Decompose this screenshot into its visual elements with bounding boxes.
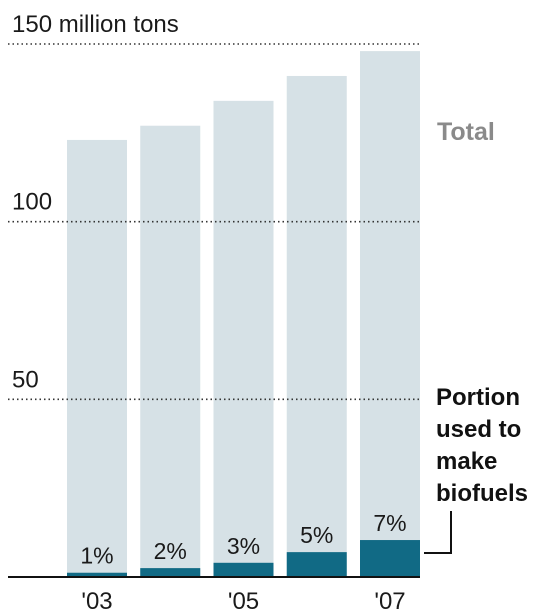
percent-label-2003: 1% (80, 543, 113, 569)
gridlines (8, 43, 420, 401)
legend-portion-line-3: make (436, 448, 497, 475)
y-tick-labels: 150 million tons 100 50 (12, 11, 179, 393)
portion-bar-2006 (286, 552, 347, 577)
x-tick-label-2005: '05 (228, 588, 259, 613)
portion-bars (67, 540, 420, 577)
portion-bar-2003 (67, 572, 127, 577)
legend-leader-line (424, 511, 452, 554)
total-bar-2007 (360, 51, 420, 577)
legend-portion-line-2: used to (436, 416, 521, 443)
total-bar-2003 (67, 139, 127, 577)
portion-bar-2004 (140, 568, 201, 577)
y-tick-label-50: 50 (12, 366, 39, 393)
total-bar-2004 (140, 125, 201, 577)
percent-label-2007: 7% (373, 510, 406, 536)
portion-bar-2005 (213, 562, 274, 577)
legend-portion-line-1: Portion (436, 384, 520, 411)
percent-label-2005: 3% (227, 533, 260, 559)
x-tick-labels: '03 '05 '07 (81, 588, 405, 613)
y-tick-label-150: 150 million tons (12, 11, 179, 38)
total-bar-2006 (286, 75, 347, 577)
x-tick-label-2007: '07 (374, 588, 405, 613)
total-bar-2005 (213, 100, 274, 577)
y-tick-label-100: 100 (12, 189, 52, 216)
x-tick-label-2003: '03 (81, 588, 112, 613)
percent-label-2006: 5% (300, 522, 333, 548)
legend-total-label: Total (437, 118, 495, 146)
legend-portion-line-4: biofuels (436, 480, 528, 507)
portion-bar-2007 (360, 540, 420, 577)
percent-label-2004: 2% (154, 538, 187, 564)
total-bars (67, 51, 420, 577)
percent-labels: 1% 2% 3% 5% 7% (80, 510, 406, 569)
